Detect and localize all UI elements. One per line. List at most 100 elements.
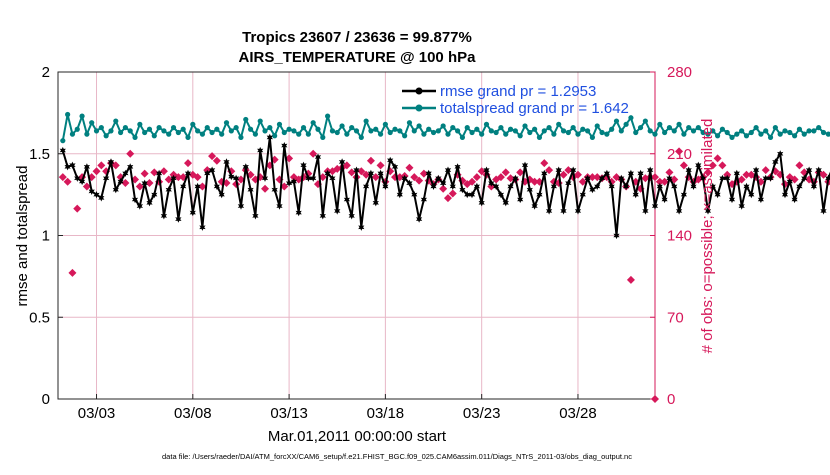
rmse-point [228,173,235,181]
totalspread-point [353,128,360,134]
rmse-point [276,202,283,210]
totalspread-point [637,124,644,131]
rmse-point [387,156,394,164]
totalspread-point [243,116,249,123]
rmse-point [444,166,452,174]
totalspread-point [137,121,143,127]
totalspread-point [710,128,716,134]
rmse-point [613,231,620,240]
rmse-point [468,191,476,199]
obs-point [309,149,318,158]
rmse-point [772,158,779,166]
obs-point [376,161,385,170]
totalspread-point [387,129,393,136]
totalspread-point [74,126,80,132]
totalspread-point [580,126,586,132]
rmse-point [425,169,432,177]
obs-point [159,167,168,176]
obs-point [496,173,505,182]
obs-point [761,166,770,175]
rmse-point [781,191,789,199]
totalspread-point [113,118,119,124]
obs-point [439,184,448,193]
obs-point [63,177,72,186]
rmse-point [127,163,134,171]
rmse-point [286,179,293,187]
rmse-point [300,161,307,169]
y-right-tick-label: 280 [667,64,692,81]
totalspread-point [363,118,369,124]
obs-point [675,147,684,156]
rmse-point [261,174,269,182]
obs-point [588,173,597,182]
obs-point [58,173,67,182]
obs-point [366,156,375,165]
rmse-point [666,174,673,182]
totalspread-point [498,124,504,131]
rmse-point [175,215,182,223]
totalspread-point [479,131,485,137]
obs-point [559,170,568,179]
obs-point [477,167,486,176]
totalspread-point [623,121,629,127]
totalspread-point [272,133,278,139]
rmse-point [204,169,211,177]
totalspread-point [613,118,620,124]
obs-point [737,175,746,184]
totalspread-point [618,128,624,134]
rmse-point [632,191,639,199]
totalspread-point [792,133,798,139]
totalspread-point [609,126,615,132]
totalspread-point [65,111,71,118]
y-left-tick-label: 0.5 [29,309,50,326]
totalspread-point [642,118,648,124]
obs-point [92,167,101,176]
rmse-point [608,182,615,190]
rmse-point [748,191,755,199]
rmse-point [825,174,830,182]
totalspread-point [734,131,740,137]
totalspread-point [416,123,422,129]
totalspread-point [647,128,653,134]
rmse-point [141,179,148,187]
rmse-point [184,169,192,177]
rmse-point [584,174,591,182]
totalspread-point [739,128,745,134]
rmse-point [507,182,514,190]
totalspread-point [339,123,345,129]
totalspread-point [132,134,138,140]
rmse-point [295,209,302,217]
rmse-point [517,195,524,204]
obs-point [419,169,428,178]
rmse-point [233,174,240,182]
totalspread-point [445,131,451,137]
rmse-point [396,191,403,199]
rmse-point [753,166,760,174]
totalspread-point [604,131,610,137]
rmse-point [401,174,408,182]
totalspread-point [238,134,244,140]
obs-point [530,177,539,186]
totalspread-point [257,118,263,124]
obs-point [150,168,159,177]
totalspread-point [315,126,321,132]
rmse-point [757,195,764,204]
y-left-tick-label: 1 [42,228,50,245]
obs-point [97,161,106,170]
axis-ticks: 00.511.5207014021028003/0303/0803/1303/1… [29,64,692,422]
totalspread-point [89,120,95,126]
totalspread-point [801,131,807,137]
totalspread-point [633,129,639,136]
rmse-point [324,169,331,177]
rmse-point [266,133,273,141]
rmse-point [223,158,230,166]
rmse-point [574,207,582,215]
totalspread-point [493,129,499,136]
totalspread-point [599,129,605,136]
obs-point [795,161,804,170]
totalspread-point [787,129,793,136]
totalspread-point [474,126,480,132]
totalspread-point [228,128,234,134]
obs-point [126,149,135,158]
rmse-point [560,207,567,215]
